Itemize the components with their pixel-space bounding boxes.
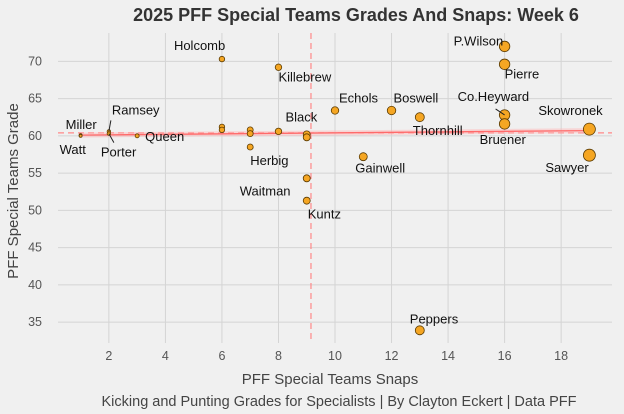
point-label: Peppers bbox=[410, 311, 459, 326]
data-point bbox=[582, 122, 596, 136]
point-label: Kuntz bbox=[308, 207, 341, 222]
data-points bbox=[78, 40, 596, 336]
data-point bbox=[302, 174, 311, 183]
x-tick-label: 14 bbox=[441, 349, 455, 363]
label-leader-line bbox=[495, 108, 505, 116]
data-point bbox=[498, 58, 511, 70]
data-point bbox=[246, 130, 254, 138]
data-point bbox=[274, 127, 283, 136]
data-point bbox=[218, 126, 226, 134]
point-label: Co.Heyward bbox=[458, 89, 530, 104]
point-label: Skowronek bbox=[538, 103, 603, 118]
data-point bbox=[246, 143, 254, 151]
x-tick-label: 4 bbox=[162, 349, 169, 363]
point-label: P.Wilson bbox=[454, 33, 504, 48]
data-point bbox=[218, 55, 226, 63]
data-point bbox=[78, 133, 83, 138]
x-axis-title: PFF Special Teams Snaps bbox=[242, 371, 418, 388]
y-tick-label: 60 bbox=[28, 129, 42, 143]
point-label: Sawyer bbox=[545, 160, 589, 175]
data-point bbox=[498, 118, 511, 130]
x-tick-label: 12 bbox=[385, 349, 399, 363]
point-label: Pierre bbox=[505, 66, 540, 81]
label-leader-line bbox=[108, 133, 115, 143]
point-label: Watt bbox=[60, 142, 87, 157]
y-axis-title: PFF Special Teams Grade bbox=[5, 103, 22, 279]
point-label: Holcomb bbox=[174, 38, 225, 53]
data-point bbox=[582, 148, 596, 162]
data-point bbox=[386, 105, 397, 116]
point-label: Ramsey bbox=[112, 102, 160, 117]
point-labels: Holcomb Killebrew P.Wilson Pierre Echols Bosw… bbox=[60, 33, 604, 326]
point-label: Black bbox=[285, 109, 317, 124]
x-tick-label: 10 bbox=[328, 349, 342, 363]
y-tick-label: 40 bbox=[28, 278, 42, 292]
y-tick-label: 50 bbox=[28, 203, 42, 217]
point-label: Gainwell bbox=[355, 161, 405, 176]
point-label: Thornhill bbox=[413, 123, 463, 138]
data-point bbox=[498, 40, 511, 53]
x-tick-label: 6 bbox=[218, 349, 225, 363]
data-point bbox=[414, 112, 425, 123]
data-point bbox=[274, 63, 283, 71]
chart-title: 2025 PFF Special Teams Grades And Snaps:… bbox=[133, 5, 579, 25]
x-tick-label: 18 bbox=[554, 349, 568, 363]
y-tick-label: 35 bbox=[28, 315, 42, 329]
point-label: Echols bbox=[339, 91, 379, 106]
reference-lines bbox=[58, 33, 612, 343]
x-tick-label: 16 bbox=[498, 349, 512, 363]
point-label: Queen bbox=[145, 129, 184, 144]
data-point bbox=[414, 325, 425, 336]
label-leader-line bbox=[108, 120, 112, 132]
point-label: Herbig bbox=[250, 153, 288, 168]
grid-layer bbox=[58, 33, 612, 343]
point-label: Waitman bbox=[240, 183, 291, 198]
x-tick-label: 2 bbox=[105, 349, 112, 363]
y-tick-label: 65 bbox=[28, 92, 42, 106]
point-label: Boswell bbox=[394, 91, 439, 106]
tick-labels: 2 4 6 8 10 12 14 16 18 35 40 45 50 55 60 65 70 bbox=[28, 54, 568, 363]
y-tick-label: 55 bbox=[28, 166, 42, 180]
data-point bbox=[302, 133, 311, 142]
point-label: Killebrew bbox=[278, 69, 331, 84]
point-label: Porter bbox=[101, 145, 137, 160]
point-label: Miller bbox=[66, 117, 98, 132]
point-label: Bruener bbox=[480, 132, 527, 147]
y-tick-label: 70 bbox=[28, 54, 42, 68]
data-point bbox=[358, 152, 368, 162]
data-point bbox=[134, 133, 140, 139]
y-tick-label: 45 bbox=[28, 241, 42, 255]
trend-line bbox=[80, 129, 590, 136]
data-point bbox=[330, 106, 340, 115]
chart-caption: Kicking and Punting Grades for Specialis… bbox=[102, 394, 577, 410]
data-point bbox=[302, 196, 311, 205]
x-tick-label: 8 bbox=[275, 349, 282, 363]
